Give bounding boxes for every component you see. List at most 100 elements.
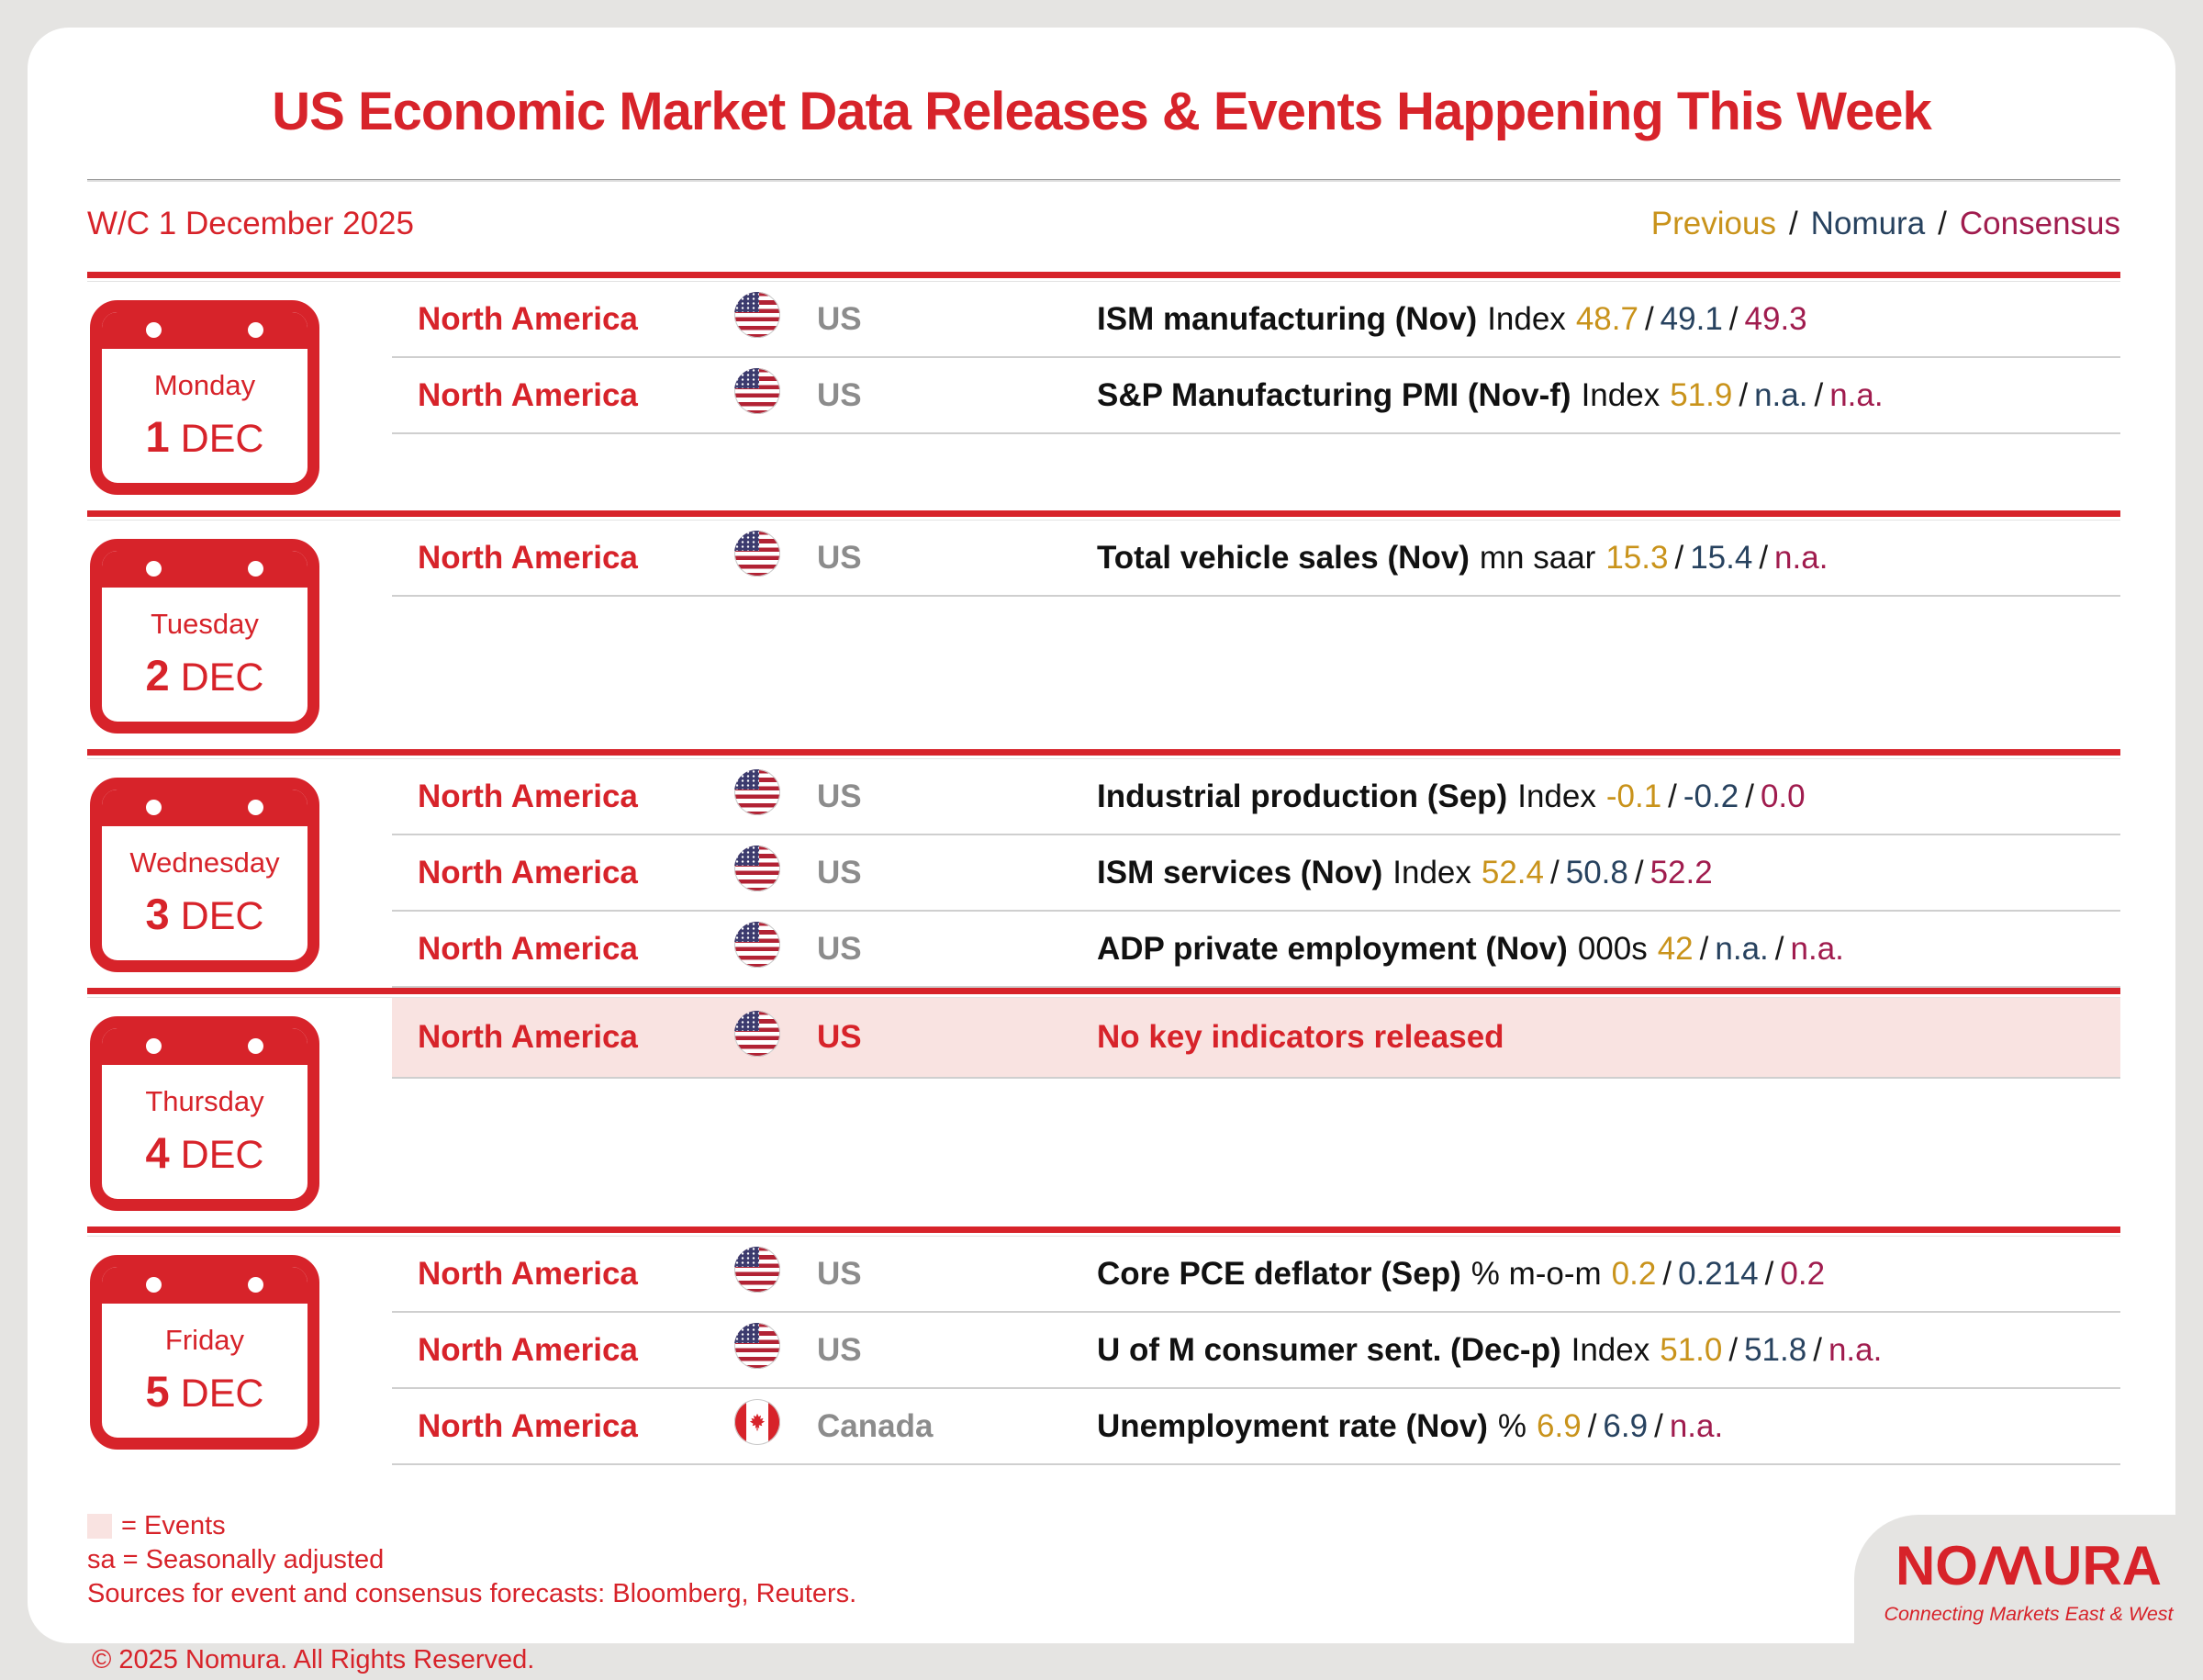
events-legend-row: = Events <box>87 1509 2120 1543</box>
value-consensus: 0.0 <box>1760 778 1806 814</box>
calendar-icon: Friday 5 DEC <box>90 1255 319 1450</box>
event-values: -0.1/-0.2/0.0 <box>1606 778 1806 814</box>
region-label: North America <box>418 300 638 337</box>
day-section-friday: Friday 5 DEC North America US Core PCE defla… <box>87 1226 2120 1465</box>
calendar-icon: Wednesday 3 DEC <box>90 778 319 972</box>
calendar-icon: Tuesday 2 DEC <box>90 539 319 734</box>
event-name-label: Unemployment rate (Nov) <box>1097 1407 1488 1444</box>
value-separator: / <box>1813 1331 1822 1368</box>
event-name-label: Core PCE deflator (Sep) <box>1097 1255 1461 1292</box>
region-label: North America <box>418 1255 638 1292</box>
country-label: US <box>817 778 862 814</box>
day-date-label: 5 DEC <box>102 1366 308 1417</box>
country-label: US <box>817 1331 862 1368</box>
value-separator: / <box>1728 300 1739 337</box>
section-divider-rule <box>87 1226 2120 1233</box>
value-consensus: n.a. <box>1828 1331 1883 1368</box>
calendar-top-bar <box>102 312 308 349</box>
country-flag-cell <box>734 1010 817 1065</box>
calendar-column: Tuesday 2 DEC <box>87 521 392 749</box>
day-name-label: Friday <box>164 1324 245 1356</box>
calendar-ring-right-icon <box>248 322 263 338</box>
legend-slash: / <box>1788 206 1798 241</box>
value-nomura: 0.214 <box>1678 1255 1759 1292</box>
event-row: North America US Industrial production (Se… <box>392 759 2120 835</box>
event-text: S&P Manufacturing PMI (Nov-f) Index 51.9/n… <box>1097 377 2120 414</box>
sa-legend-label: sa = Seasonally adjusted <box>87 1545 385 1574</box>
day-section-body: Friday 5 DEC North America US Core PCE defla… <box>87 1237 2120 1465</box>
nomura-tagline: Connecting Markets East & West <box>1884 1603 2174 1625</box>
day-number-label: 3 <box>145 890 170 938</box>
value-previous: 0.2 <box>1611 1255 1657 1292</box>
event-row: North America US ADP private employment (N… <box>392 912 2120 988</box>
calendar-body: Friday 5 DEC <box>102 1324 308 1417</box>
region-label: North America <box>418 930 638 967</box>
section-divider-rule <box>87 749 2120 756</box>
day-number-label: 2 <box>145 651 170 700</box>
event-row: North America US No key indicators release… <box>392 998 2120 1079</box>
section-hairline <box>87 1236 2120 1237</box>
calendar-icon: Monday 1 DEC <box>90 300 319 495</box>
columns-legend: Previous / Nomura / Consensus <box>1651 206 2120 242</box>
us-flag-canton <box>734 292 759 312</box>
canada-flag-icon <box>734 1399 780 1445</box>
country-flag-cell <box>734 922 817 976</box>
us-flag-icon <box>734 1247 780 1293</box>
value-nomura: 49.1 <box>1660 300 1723 337</box>
value-consensus: 49.3 <box>1744 300 1807 337</box>
us-flag-canton <box>734 1247 759 1267</box>
value-consensus: n.a. <box>1669 1407 1724 1444</box>
event-row: North America Canada Unemployment rate (No… <box>392 1389 2120 1465</box>
region-label: North America <box>418 1331 638 1368</box>
day-number-label: 1 <box>145 412 170 461</box>
nomura-logo-box: NOΛΛ URA Connecting Markets East & West <box>1854 1515 2203 1680</box>
day-number-label: 5 <box>145 1367 170 1416</box>
month-label: DEC <box>180 894 264 938</box>
legend-slash: / <box>1938 206 1947 241</box>
us-flag-canton <box>734 922 759 942</box>
event-unit-label: Index <box>1487 300 1566 337</box>
value-separator: / <box>1662 1255 1672 1292</box>
calendar-ring-left-icon <box>146 561 162 577</box>
event-text: Core PCE deflator (Sep)% m-o-m 0.2/0.214/… <box>1097 1256 2120 1293</box>
week-label: W/C 1 December 2025 <box>87 206 414 241</box>
events-legend-label: = Events <box>121 1511 226 1540</box>
month-label: DEC <box>180 1372 264 1416</box>
value-previous: 48.7 <box>1575 300 1638 337</box>
value-separator: / <box>1654 1407 1663 1444</box>
us-flag-icon <box>734 769 780 815</box>
section-divider-rule <box>87 988 2120 994</box>
calendar-column: Monday 1 DEC <box>87 282 392 510</box>
value-separator: / <box>1550 854 1560 890</box>
us-flag-icon <box>734 922 780 968</box>
us-flag-canton <box>734 1010 759 1031</box>
event-text: ADP private employment (Nov) 000s 42/n.a. /… <box>1097 931 2120 968</box>
region-label: North America <box>418 854 638 890</box>
nomura-wordmark: NOΛΛ URA <box>1895 1535 2163 1596</box>
value-nomura: 15.4 <box>1690 539 1753 576</box>
event-name-label: Total vehicle sales (Nov) <box>1097 539 1470 576</box>
value-separator: / <box>1745 778 1754 814</box>
week-header: W/C 1 December 2025 Previous / Nomura / … <box>87 206 2120 242</box>
calendar-ring-left-icon <box>146 1038 162 1054</box>
value-separator: / <box>1728 1331 1739 1368</box>
calendar-top-bar <box>102 790 308 826</box>
value-separator: / <box>1668 778 1677 814</box>
day-section-monday: Monday 1 DEC North America US ISM manufactur… <box>87 272 2120 510</box>
calendar-top-bar <box>102 551 308 588</box>
event-row: North America US S&P Manufacturing PMI (No… <box>392 358 2120 434</box>
calendar-body: Monday 1 DEC <box>102 369 308 462</box>
value-consensus: n.a. <box>1774 539 1828 576</box>
value-separator: / <box>1634 854 1644 890</box>
event-text: No key indicators released <box>1097 1019 2120 1056</box>
value-nomura: n.a. <box>1754 376 1808 413</box>
calendar-column: Wednesday 3 DEC <box>87 759 392 988</box>
us-flag-icon <box>734 1323 780 1369</box>
section-hairline <box>87 758 2120 759</box>
month-label: DEC <box>180 655 264 700</box>
value-previous: 42 <box>1657 930 1694 967</box>
value-previous: 15.3 <box>1605 539 1669 576</box>
country-flag-cell <box>734 769 817 823</box>
event-values: 51.0/51.8/n.a. <box>1660 1332 1882 1368</box>
event-unit-label: Index <box>1517 778 1596 814</box>
